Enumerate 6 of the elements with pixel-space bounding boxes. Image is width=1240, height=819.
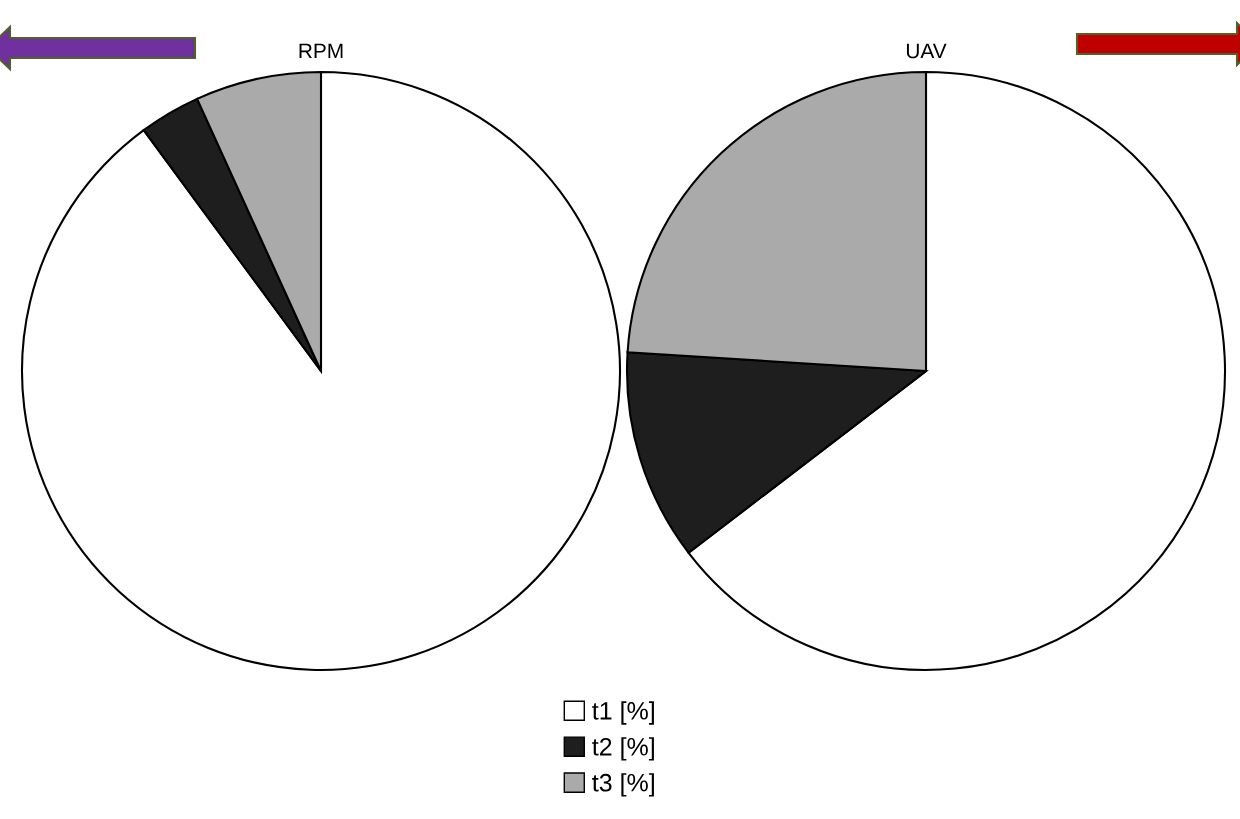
legend-label: t2 [%] — [592, 737, 654, 761]
chart-title: UAV — [906, 43, 947, 59]
pie-slice — [20, 70, 622, 672]
chart-title: RPM — [299, 43, 343, 59]
legend-label: t3 [%] — [592, 773, 654, 797]
legend-label: t1 [%] — [592, 701, 654, 725]
